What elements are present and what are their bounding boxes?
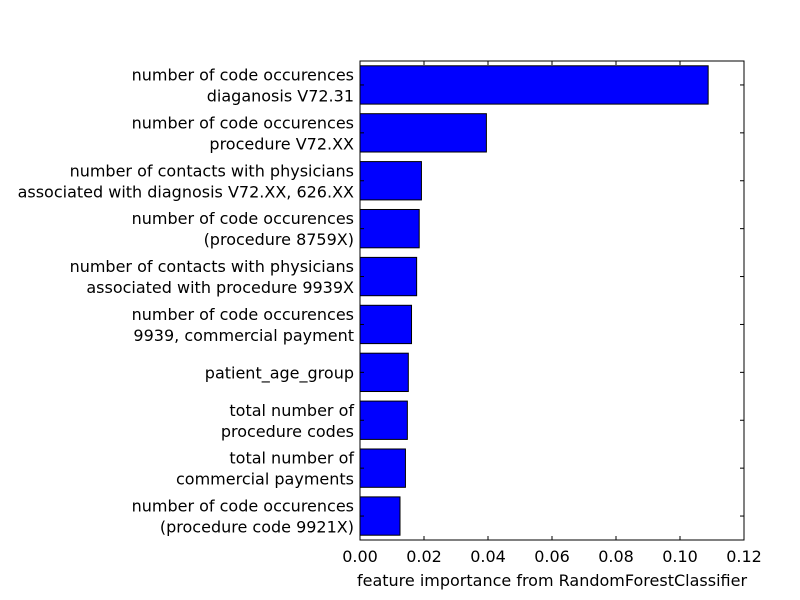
bar bbox=[359, 448, 406, 488]
y-tick-label: number of code occurences diaganosis V72.… bbox=[132, 65, 354, 105]
y-tick-label: patient_age_group bbox=[205, 363, 354, 383]
y-tick-label: number of code occurences 9939, commercia… bbox=[132, 305, 354, 345]
y-tick-label-line: total number of bbox=[229, 449, 354, 468]
y-tick-label-line: commercial payments bbox=[176, 470, 354, 489]
x-tick-label: 0.02 bbox=[406, 547, 442, 566]
y-tick-label: number of code occurences (procedure code… bbox=[132, 497, 354, 537]
y-tick-label: total number of commercial payments bbox=[176, 449, 354, 489]
y-tick-label-line: (procedure 8759X) bbox=[204, 230, 354, 249]
y-tick-label: total number of procedure codes bbox=[221, 401, 355, 441]
bar bbox=[359, 113, 487, 153]
bar bbox=[359, 208, 420, 249]
x-tick-label: 0.00 bbox=[342, 547, 378, 566]
y-tick-label-line: number of code occurences bbox=[132, 209, 354, 228]
y-tick-label-line: number of code occurences bbox=[132, 497, 354, 516]
y-tick-label-line: number of code occurences bbox=[132, 113, 354, 132]
y-tick-label-line: total number of bbox=[229, 401, 354, 420]
y-ticks-group bbox=[360, 84, 744, 517]
y-tick-label-line: number of contacts with physicians bbox=[70, 257, 354, 276]
y-tick-labels-group: number of code occurences diaganosis V72.… bbox=[18, 65, 355, 536]
bar bbox=[359, 400, 408, 440]
y-tick-label-line: procedure V72.XX bbox=[209, 134, 354, 153]
y-tick-label-line: number of code occurences bbox=[132, 65, 354, 84]
y-tick-label-line: associated with diagnosis V72.XX, 626.XX bbox=[18, 182, 354, 201]
y-tick-label-line: 9939, commercial payment bbox=[133, 326, 354, 345]
bar bbox=[359, 496, 401, 536]
y-tick-label-line: procedure codes bbox=[221, 422, 354, 441]
bars-group bbox=[359, 65, 709, 536]
x-tick-label: 0.04 bbox=[470, 547, 506, 566]
x-tick-label: 0.10 bbox=[662, 547, 698, 566]
x-tick-label: 0.08 bbox=[598, 547, 634, 566]
bar bbox=[359, 352, 409, 393]
y-tick-label: number of code occurences (procedure 8759… bbox=[132, 209, 354, 249]
y-tick-label-line: number of code occurences bbox=[132, 305, 354, 324]
y-tick-label-line: number of contacts with physicians bbox=[70, 161, 354, 180]
bar bbox=[359, 256, 418, 297]
x-ticks-group: 0.00 0.02 0.04 0.06 0.08 0.10 0.12 bbox=[342, 61, 762, 566]
x-axis-label: feature importance from RandomForestClas… bbox=[357, 571, 747, 590]
x-tick-label: 0.12 bbox=[726, 547, 762, 566]
bar bbox=[359, 304, 413, 345]
x-tick-label: 0.06 bbox=[534, 547, 570, 566]
y-tick-label: number of contacts with physicians associ… bbox=[70, 257, 354, 297]
y-tick-label-line: associated with procedure 9939X bbox=[86, 278, 354, 297]
y-tick-label-line: (procedure code 9921X) bbox=[160, 518, 354, 537]
y-tick-label: number of code occurences procedure V72.X… bbox=[132, 113, 354, 153]
y-tick-label-line: diaganosis V72.31 bbox=[207, 86, 354, 105]
bar bbox=[359, 161, 422, 201]
y-tick-label-line: patient_age_group bbox=[205, 363, 354, 383]
y-tick-label: number of contacts with physicians associ… bbox=[18, 161, 354, 201]
bar bbox=[359, 65, 709, 105]
plot-frame bbox=[359, 60, 745, 541]
